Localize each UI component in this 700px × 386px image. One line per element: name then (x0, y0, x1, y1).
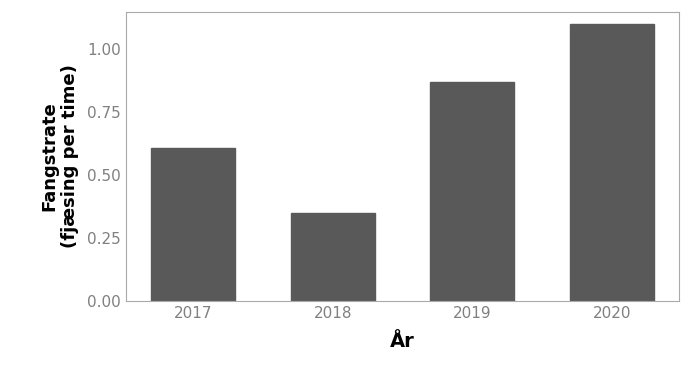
Bar (290, 213, 375, 301)
Y-axis label: Fangstrate
(fjæsing per time): Fangstrate (fjæsing per time) (41, 64, 79, 248)
Bar (570, 24, 654, 301)
Bar (430, 82, 514, 301)
X-axis label: År: År (390, 332, 415, 351)
Bar (151, 147, 235, 301)
